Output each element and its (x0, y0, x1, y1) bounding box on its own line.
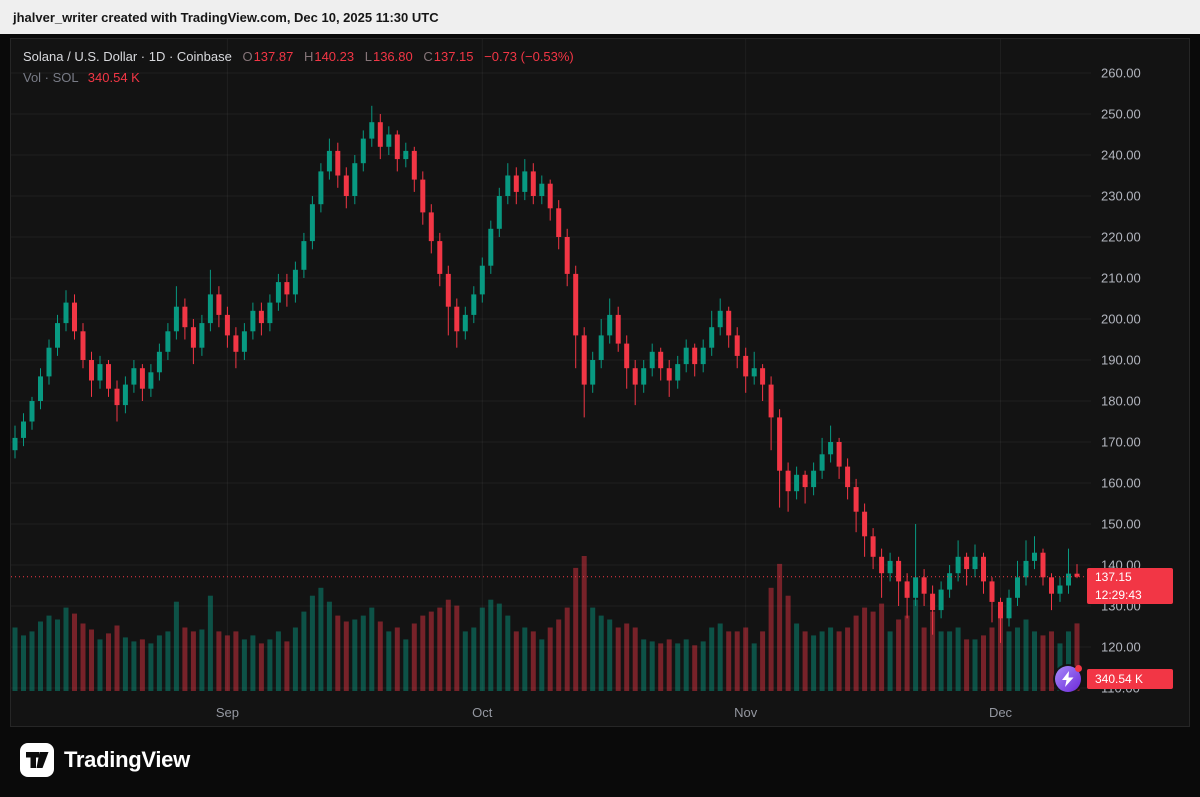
notification-dot (1075, 665, 1082, 672)
y-axis-label: 240.00 (1101, 148, 1141, 163)
x-axis-labels: Sep Oct Nov Dec (216, 705, 1013, 720)
boost-icon[interactable] (1055, 665, 1082, 692)
high-value: 140.23 (314, 49, 355, 64)
chart-widget[interactable]: 260.00 250.00 240.00 230.00 220.00 210.00 200.… (10, 38, 1190, 727)
footer-brand[interactable]: TradingView (20, 740, 190, 780)
close-value: 137.15 (433, 49, 474, 64)
low-label: L (364, 49, 372, 64)
x-axis-label: Nov (734, 705, 758, 720)
chart-legend: Solana / U.S. Dollar · 1D · Coinbase O13… (23, 46, 574, 88)
change-value: −0.73 (−0.53%) (484, 49, 574, 64)
y-axis-label: 150.00 (1101, 517, 1141, 532)
y-axis-label: 230.00 (1101, 189, 1141, 204)
open-value: 137.87 (253, 49, 294, 64)
volume-bars (12, 556, 1080, 691)
y-axis-label: 260.00 (1101, 66, 1141, 81)
open-label: O (242, 49, 253, 64)
volume-legend-label[interactable]: Vol · SOL (23, 70, 79, 85)
attribution-text: jhalver_writer created with TradingView.… (13, 9, 439, 25)
x-axis-label: Dec (989, 705, 1013, 720)
attribution-bar: jhalver_writer created with TradingView.… (0, 0, 1200, 34)
candlestick-chart[interactable]: 260.00 250.00 240.00 230.00 220.00 210.00 200.… (11, 39, 1189, 726)
volume-legend-value: 340.54 K (87, 70, 140, 85)
y-axis-label: 250.00 (1101, 107, 1141, 122)
high-label: H (303, 49, 314, 64)
bar-countdown: 12:29:43 (1087, 586, 1173, 604)
grid-layer (11, 39, 1091, 691)
y-axis-label: 200.00 (1101, 312, 1141, 327)
x-axis-label: Sep (216, 705, 239, 720)
close-label: C (423, 49, 433, 64)
y-axis-label: 190.00 (1101, 353, 1141, 368)
tradingview-logo-icon (20, 743, 54, 777)
y-axis-label: 170.00 (1101, 435, 1141, 450)
y-axis-label: 180.00 (1101, 394, 1141, 409)
brand-wordmark: TradingView (64, 747, 190, 772)
volume-axis-tag: 340.54 K (1087, 669, 1173, 689)
x-axis-label: Oct (472, 705, 493, 720)
y-axis-label: 160.00 (1101, 476, 1141, 491)
y-axis-label: 210.00 (1101, 271, 1141, 286)
low-value: 136.80 (372, 49, 413, 64)
current-price-tag: 137.15 12:29:43 (1087, 568, 1173, 604)
current-price-value: 137.15 (1087, 568, 1173, 586)
candles-layer (12, 105, 1080, 643)
lightning-bolt-icon (1062, 671, 1074, 687)
y-axis-label: 220.00 (1101, 230, 1141, 245)
symbol-title[interactable]: Solana / U.S. Dollar · 1D · Coinbase (23, 49, 232, 64)
y-axis-label: 120.00 (1101, 640, 1141, 655)
